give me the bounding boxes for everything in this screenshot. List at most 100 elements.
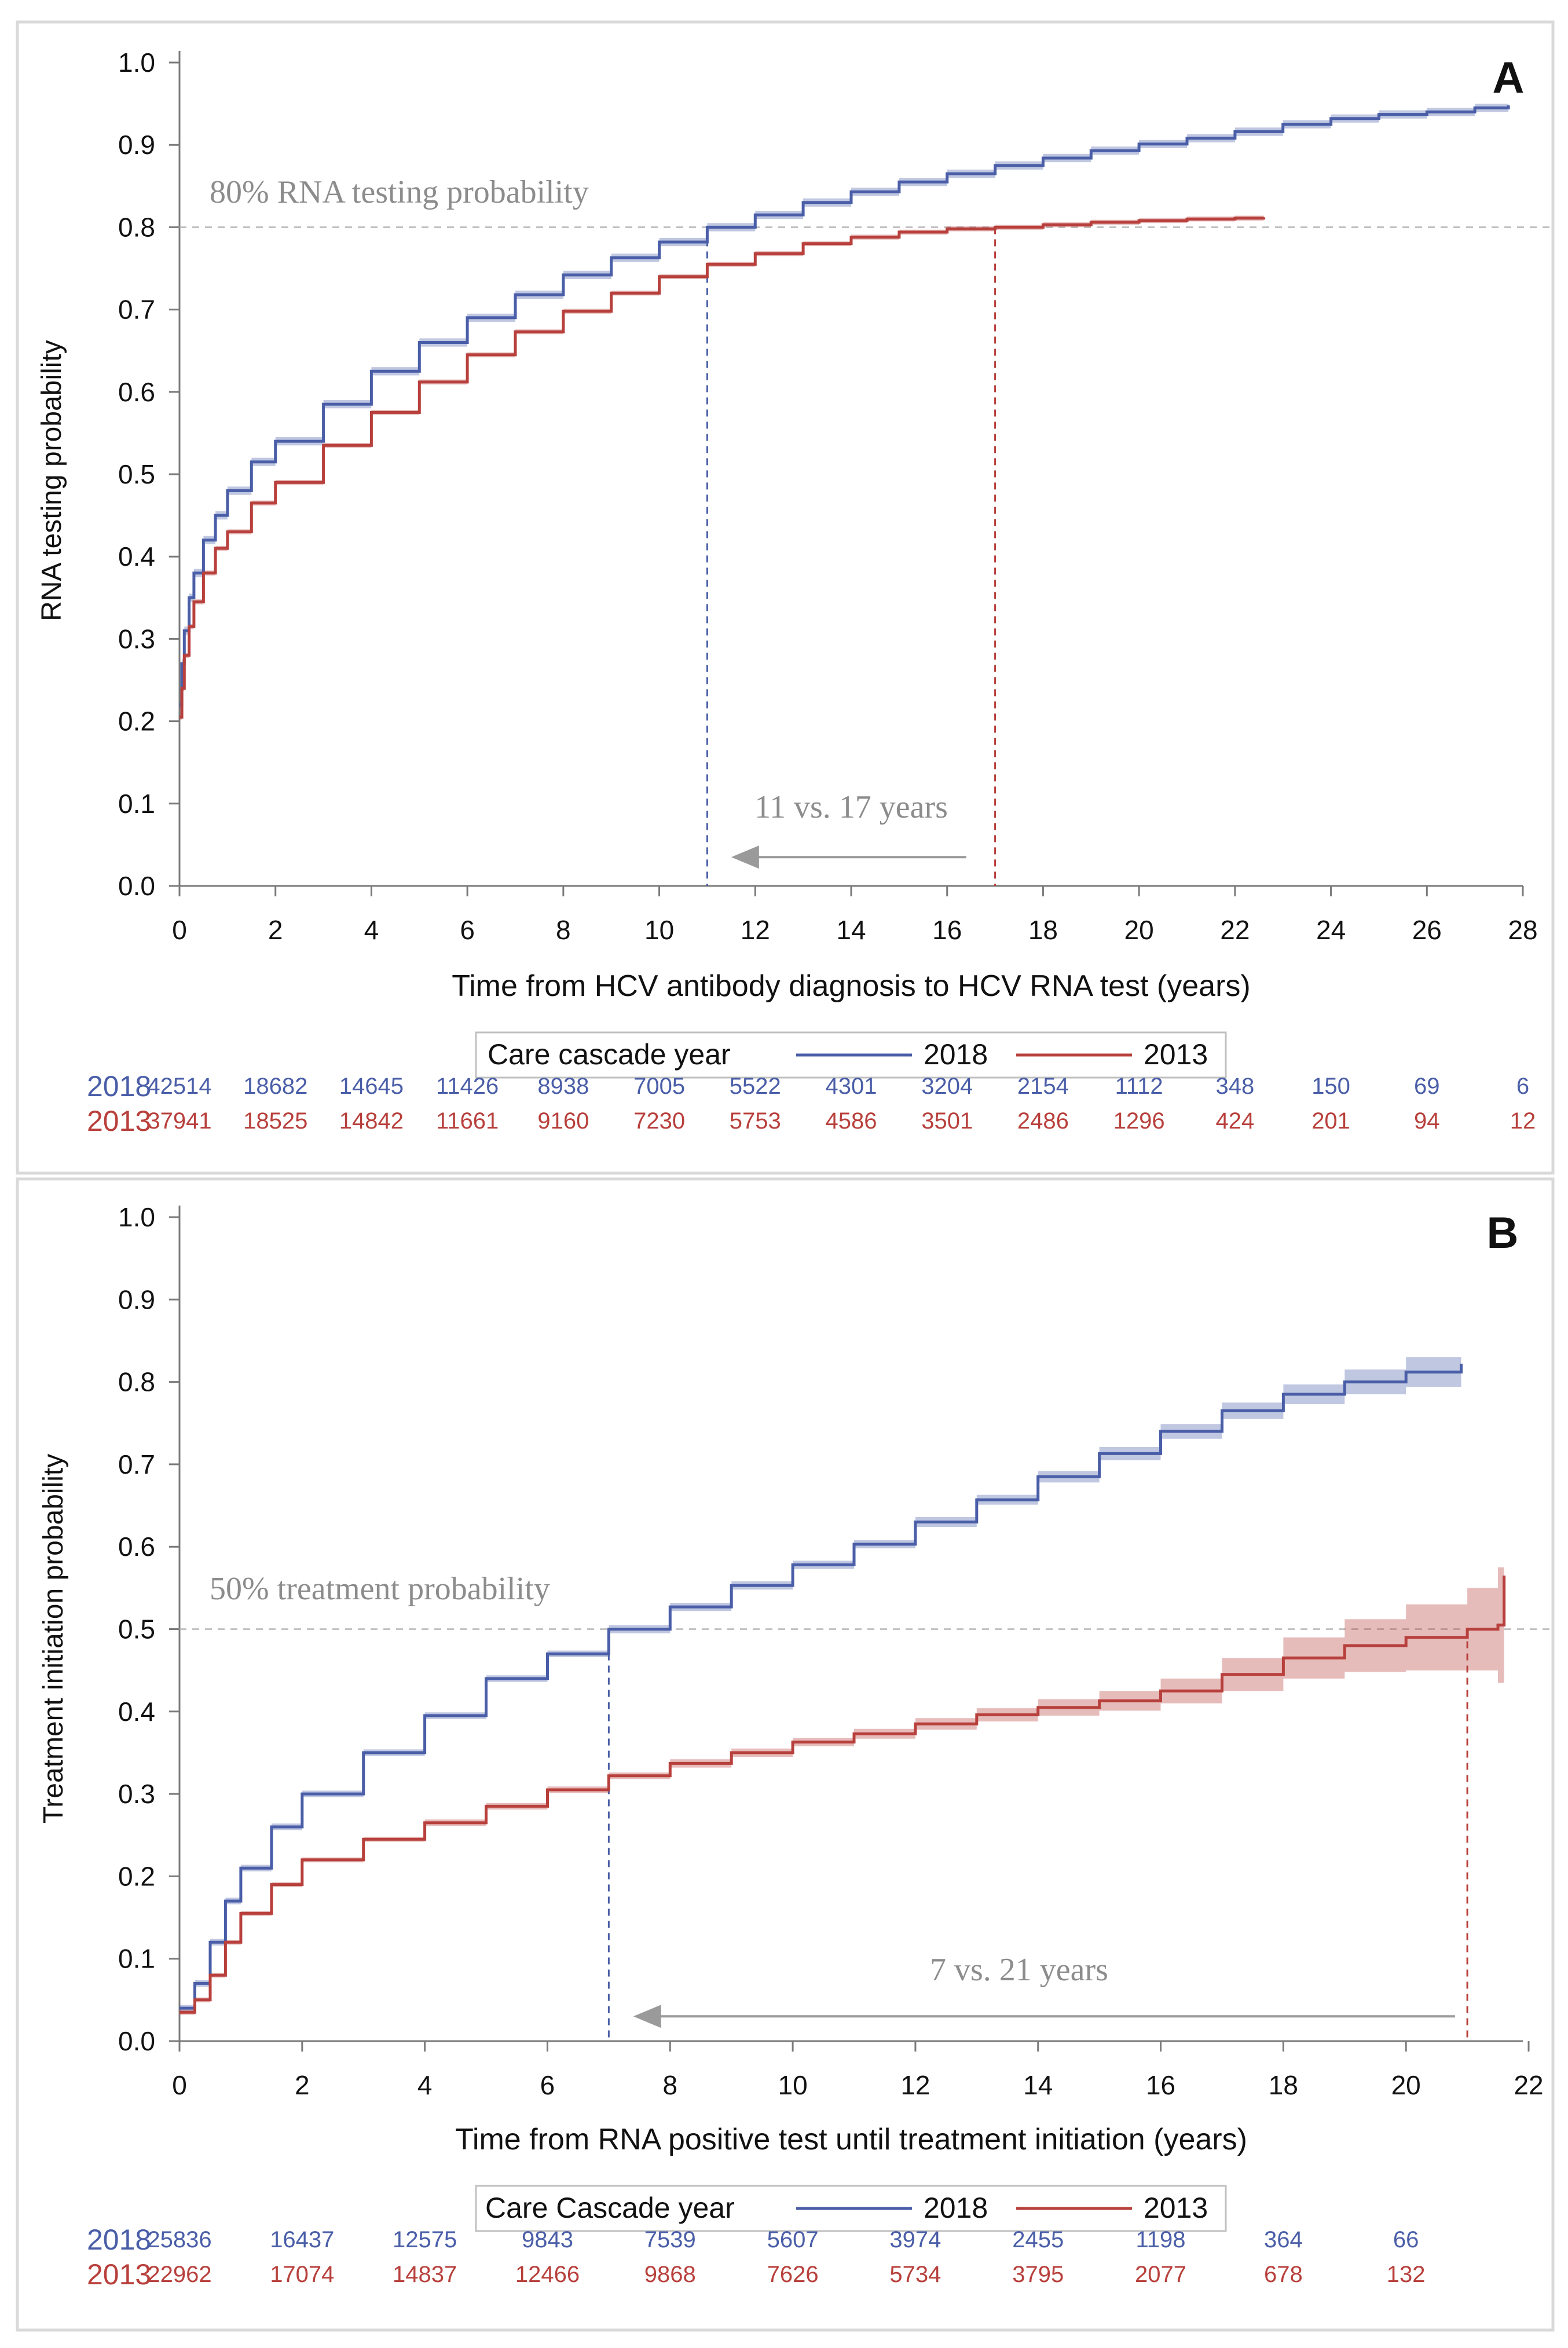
panel-b-y-tick-label: 0.2	[118, 1861, 155, 1891]
panel-a-at-risk-value: 348	[1215, 1074, 1254, 1099]
panel-b-curves	[179, 1364, 1506, 2014]
panel-a-at-risk-value: 7230	[633, 1108, 685, 1134]
panel-a-at-risk-value: 18682	[243, 1074, 307, 1099]
panel-b-axes	[169, 1206, 1530, 2052]
panel-b-at-risk-value: 5734	[889, 2262, 941, 2287]
panel-a-y-axis-title: RNA testing probability	[36, 340, 67, 621]
panel-b-legend-entry-2018: 2018	[924, 2192, 988, 2224]
panel-a-y-tick-label: 0.8	[118, 212, 155, 242]
panel-b-y-tick-label: 0.3	[118, 1779, 155, 1809]
panel-a-at-risk-value: 9160	[537, 1108, 589, 1134]
panel-b-at-risk-value: 678	[1264, 2262, 1303, 2287]
panel-b-frame	[16, 1177, 1555, 2332]
panel-a-legend-title: Care cascade year	[488, 1038, 731, 1071]
panel-b-x-tick-label: 14	[1023, 2070, 1053, 2100]
panel-a-at-risk-label-2018: 2018	[87, 1070, 151, 1102]
panel-a-x-tick-label: 14	[836, 915, 866, 945]
panel-b-at-risk-value: 7626	[767, 2262, 819, 2287]
panel-a-legend-entry-2018: 2018	[924, 1038, 988, 1071]
panel-a-at-risk-value: 2154	[1017, 1074, 1069, 1099]
panel-b-threshold-label: 50% treatment probability	[210, 1571, 550, 1607]
panel-a-y-tick-label: 0.9	[118, 130, 155, 160]
panel-a-x-tick-label: 16	[932, 915, 962, 945]
panel-b-at-risk-value: 2077	[1135, 2262, 1186, 2287]
panel-a-x-tick-label: 22	[1220, 915, 1250, 945]
panel-a-y-tick-label: 0.5	[118, 459, 155, 489]
panel-a-at-risk-value: 3204	[921, 1074, 973, 1099]
panel-b-x-tick-label: 0	[172, 2070, 187, 2100]
panel-b-x-tick-label: 8	[662, 2070, 677, 2100]
panel-a-y-tick-label: 0.2	[118, 706, 155, 737]
panel-a-x-tick-label: 26	[1412, 915, 1442, 945]
panel-a-at-risk-value: 7005	[633, 1074, 685, 1099]
panel-a-x-tick-label: 12	[741, 915, 770, 945]
panel-b-x-tick-label: 20	[1391, 2070, 1421, 2100]
panel-a-threshold-label: 80% RNA testing probability	[210, 174, 589, 210]
panel-a-at-risk-value: 94	[1414, 1108, 1440, 1134]
panel-b-legend-title: Care Cascade year	[485, 2192, 735, 2224]
panel-b-arrow-head	[633, 2005, 661, 2028]
panel-a-y-tick-label: 0.7	[118, 295, 155, 325]
panel-b-curve-2018	[179, 1364, 1463, 2010]
panel-a-y-tick-label: 0.3	[118, 624, 155, 654]
panel-a-at-risk-value: 18525	[243, 1108, 307, 1134]
panel-a-x-tick-label: 28	[1508, 915, 1537, 945]
panel-a-x-tick-label: 2	[268, 915, 283, 945]
panel-b-y-tick-label: 0.5	[118, 1614, 155, 1644]
panel-a-x-tick-label: 8	[556, 915, 571, 945]
panel-a-at-risk-value: 3501	[921, 1108, 973, 1134]
panel-a-arrow-head	[731, 845, 759, 869]
panel-a-at-risk-value: 201	[1311, 1108, 1350, 1134]
panel-b-at-risk-value: 7539	[644, 2227, 696, 2252]
panel-a-x-tick-label: 6	[460, 915, 475, 945]
panel-a-at-risk-value: 4586	[826, 1108, 877, 1134]
panel-a-at-risk-value: 14842	[339, 1108, 404, 1134]
panel-b-x-tick-labels: 0 2 4 6 8 10 12 14 16 18 20 22	[172, 2070, 1543, 2100]
panel-a-y-tick-label: 0.0	[118, 871, 155, 901]
panel-a-x-axis-title: Time from HCV antibody diagnosis to HCV …	[452, 969, 1250, 1003]
panel-b-x-tick-label: 4	[417, 2070, 433, 2100]
panel-b-x-tick-label: 22	[1514, 2070, 1543, 2100]
panel-a-y-tick-label: 0.1	[118, 789, 155, 819]
panel-a-legend-entry-2013: 2013	[1144, 1038, 1208, 1071]
panel-a-curve-2018	[179, 105, 1510, 706]
panel-b-at-risk-value: 3974	[889, 2227, 941, 2252]
panel-a-arrow-label: 11 vs. 17 years	[754, 789, 948, 825]
panel-b-at-risk-value: 9868	[644, 2262, 696, 2287]
panel-b-at-risk-value: 9843	[522, 2227, 573, 2252]
panel-b-x-tick-label: 6	[540, 2070, 555, 2100]
panel-b-at-risk-value: 12466	[515, 2262, 580, 2287]
panel-b-x-tick-label: 12	[900, 2070, 930, 2100]
panel-b-y-tick-label: 1.0	[118, 1202, 155, 1232]
panel-a-y-tick-label: 1.0	[118, 47, 155, 78]
panel-a-y-tick-labels: 0.0 0.1 0.2 0.3 0.4 0.5 0.6 0.7 0.8 0.9 1.0	[118, 47, 155, 901]
panel-a-curve-2013	[179, 217, 1266, 719]
panel-a-x-tick-label: 10	[644, 915, 674, 945]
panel-a-at-risk-value: 1296	[1113, 1108, 1165, 1134]
panel-b-x-tick-label: 16	[1146, 2070, 1175, 2100]
panel-a-at-risk-value: 2486	[1017, 1108, 1069, 1134]
panel-a-at-risk-value: 6	[1516, 1074, 1529, 1099]
panel-a-x-tick-labels: 0 2 4 6 8 10 12 14 16 18 20 22 24 26 28	[172, 915, 1537, 945]
panel-b-y-axis-title: Treatment initiation probability	[38, 1454, 69, 1824]
panel-a-x-tick-label: 20	[1124, 915, 1154, 945]
panel-a-at-risk-value: 5753	[730, 1108, 781, 1134]
panel-b-y-tick-labels: 0.0 0.1 0.2 0.3 0.4 0.5 0.6 0.7 0.8 0.9 1.0	[118, 1202, 155, 2056]
panel-a-at-risk-value: 8938	[537, 1074, 589, 1099]
panel-a-at-risk-value: 4301	[826, 1074, 877, 1099]
panel-b-at-risk-value: 3795	[1012, 2262, 1064, 2287]
panel-a-curves	[179, 105, 1510, 719]
panel-b-arrow-label: 7 vs. 21 years	[930, 1952, 1108, 1988]
panel-b-x-tick-label: 18	[1269, 2070, 1298, 2100]
panel-b-at-risk-value: 132	[1387, 2262, 1426, 2287]
panel-a-at-risk-value: 14645	[339, 1074, 404, 1099]
panel-b-x-tick-label: 10	[778, 2070, 808, 2100]
panel-b-at-risk-value: 364	[1264, 2227, 1303, 2252]
panel-a-axes	[169, 51, 1524, 896]
panel-a-at-risk-value: 37941	[147, 1108, 211, 1134]
panel-b-y-tick-label: 0.8	[118, 1367, 155, 1397]
panel-a-at-risk-label-2013: 2013	[87, 1105, 151, 1137]
